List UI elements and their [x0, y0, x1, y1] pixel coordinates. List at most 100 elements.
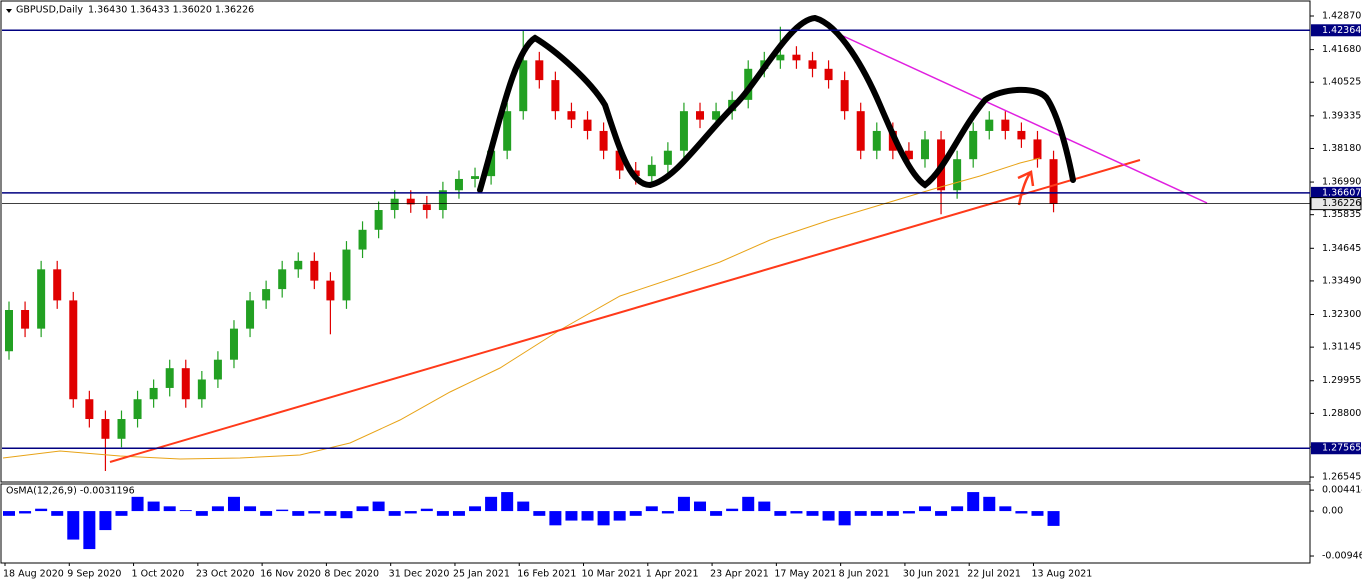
candle-body [165, 368, 174, 388]
candle-body [246, 300, 255, 329]
candle-body [567, 111, 576, 120]
candle-body [583, 119, 592, 131]
osma-bar [276, 509, 289, 512]
osma-bar [292, 511, 305, 516]
osma-bar [115, 511, 128, 516]
arrow-drawing [1017, 170, 1035, 206]
candle-body [776, 54, 785, 61]
osma-bar [147, 501, 160, 512]
x-tick-label: 30 Jun 2021 [903, 569, 960, 580]
osma-bar [581, 511, 594, 521]
osma-bar [436, 511, 449, 516]
level-label: 1.27565 [1322, 443, 1361, 454]
candle-body [454, 178, 463, 191]
main-panel-frame [0, 0, 1311, 483]
osma-bar [324, 511, 337, 516]
candle-body [840, 80, 849, 112]
candle-body [5, 310, 13, 352]
candle-body [856, 111, 865, 151]
osma-bar [163, 506, 176, 512]
candle-body [679, 111, 688, 151]
candle-body [1017, 130, 1026, 140]
osma-bar [420, 508, 433, 512]
candle-body [197, 379, 206, 400]
candle-body [615, 150, 624, 171]
candle-body [920, 139, 929, 160]
y-tick-label: 1.33490 [1322, 275, 1361, 286]
osma-bar [661, 511, 674, 514]
trend-line [109, 159, 1141, 463]
osma-bar [195, 511, 208, 516]
osma-bar [131, 496, 144, 512]
y2-tick-label: 0.0044145 [1322, 485, 1362, 496]
candle-body [985, 119, 994, 131]
menu-triangle[interactable] [6, 9, 12, 13]
x-tick-label: 23 Apr 2021 [710, 569, 769, 580]
osma-bar [211, 506, 224, 512]
osma-bar [501, 492, 514, 512]
osma-bar [469, 506, 482, 512]
osma-bar [677, 496, 690, 512]
x-tick-label: 18 Aug 2020 [3, 569, 64, 580]
candle-body [342, 249, 351, 301]
candle-body [904, 150, 913, 160]
osma-bar [983, 496, 996, 512]
candle-body [390, 198, 399, 211]
candle-body [21, 310, 30, 329]
osma-bar [806, 511, 819, 516]
candle-body [1001, 119, 1010, 131]
y2-tick-label: -0.009460 [1322, 551, 1362, 562]
osma-bar [613, 511, 626, 521]
candle-body [824, 68, 833, 81]
symbol-title: GBPUSD,Daily [16, 5, 83, 16]
candle-body [213, 359, 222, 380]
y-tick-label: 1.32300 [1322, 309, 1361, 320]
osma-bar [951, 506, 964, 512]
osma-bar [67, 511, 80, 540]
indicator-panel-frame [0, 483, 1311, 564]
osma-bar [822, 511, 835, 521]
osma-bar [1047, 511, 1060, 526]
osma-bar [645, 506, 658, 512]
osma-bar [51, 511, 64, 516]
x-tick-label: 31 Dec 2020 [389, 569, 450, 580]
osma-bar [742, 496, 755, 512]
candle-body [712, 111, 721, 120]
y-tick-label: 1.36990 [1322, 177, 1361, 188]
x-tick-label: 8 Dec 2020 [324, 569, 379, 580]
osma-bar [854, 511, 867, 516]
osma-bar [1031, 511, 1044, 516]
osma-bar [710, 511, 723, 516]
x-tick-label: 8 Jun 2021 [839, 569, 890, 580]
candle-body [872, 130, 881, 151]
osma-bar [935, 511, 948, 516]
marks [3, 26, 1060, 550]
candle-body [487, 150, 496, 177]
candle-body [294, 260, 303, 270]
osma-bar [629, 511, 642, 516]
candle-body [278, 269, 287, 290]
osma-bar [758, 501, 771, 512]
osma-bar [356, 506, 369, 512]
candle-body [1049, 159, 1058, 204]
osma-bar [308, 511, 321, 514]
x-tick-label: 22 Jul 2021 [967, 569, 1021, 580]
y-tick-label: 1.29955 [1322, 375, 1361, 386]
candle-body [953, 159, 962, 191]
y-tick-label: 1.41680 [1322, 44, 1361, 55]
candle-body [471, 176, 480, 179]
level-label-box [1311, 186, 1361, 199]
osma-bar [533, 511, 546, 516]
osma-bar [999, 506, 1012, 512]
y2-tick-label: 0.00 [1322, 506, 1343, 517]
osma-bar [565, 511, 578, 521]
current-label-box [1310, 197, 1362, 211]
osma-bar [918, 506, 931, 512]
x-tick-label: 16 Nov 2020 [260, 569, 321, 580]
candle-body [551, 80, 560, 112]
candle-body [406, 198, 415, 205]
y-tick-label: 1.40525 [1322, 77, 1361, 88]
candle-body [149, 387, 158, 400]
candle-body [535, 60, 544, 81]
